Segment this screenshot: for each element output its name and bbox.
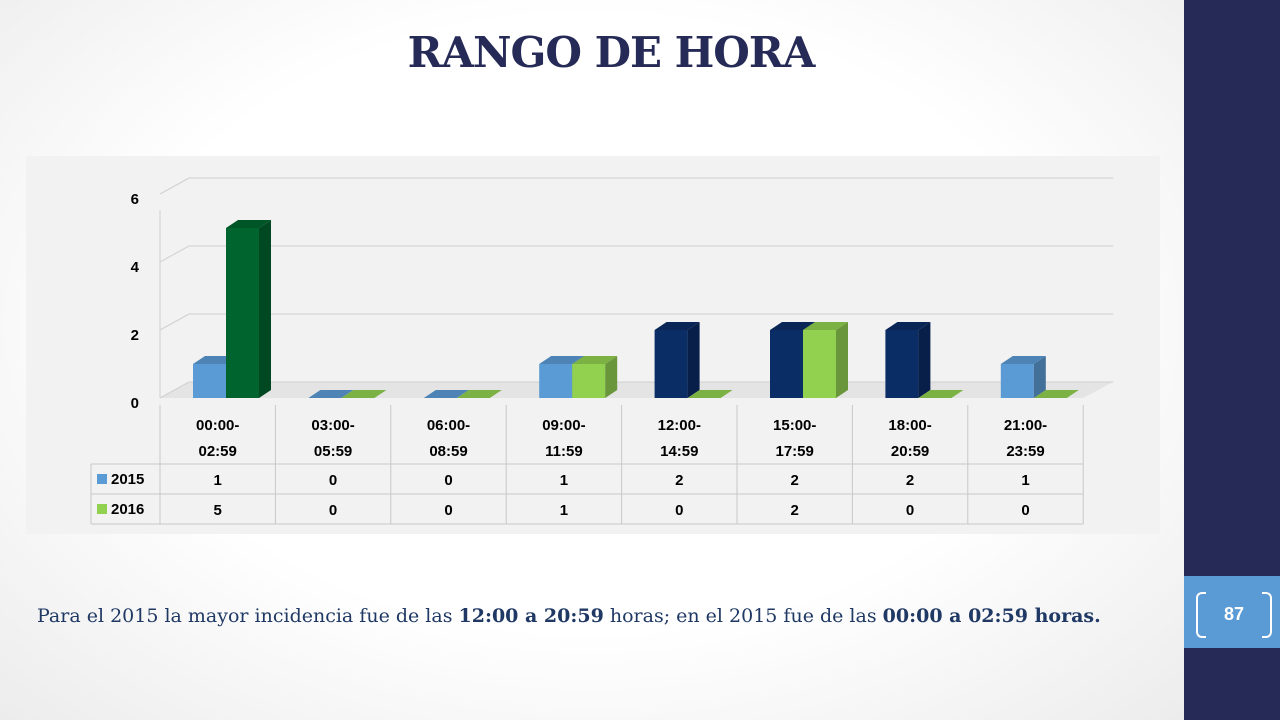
legend-label: 2015 (111, 471, 144, 488)
bar-front (193, 364, 226, 398)
x-category-label: 00:00- (196, 417, 239, 434)
data-table-value: 0 (444, 472, 452, 489)
y-tick-label: 4 (131, 259, 140, 276)
bar-top (803, 322, 848, 330)
bar-top (687, 390, 733, 398)
gridline-depth (159, 381, 190, 399)
x-category-label: 21:00- (1004, 417, 1047, 434)
bar-front (654, 330, 688, 398)
caption-bold-1: 12:00 a 20:59 (458, 605, 604, 627)
bar-side (918, 322, 931, 398)
slide-title: RANGO DE HORA (407, 28, 816, 77)
legend-key (97, 504, 107, 514)
page-bracket-left (1196, 592, 1206, 638)
bar-top (918, 390, 964, 398)
y-tick-label: 6 (131, 191, 139, 208)
page-bracket-right (1262, 592, 1272, 638)
y-tick-label: 2 (131, 327, 139, 344)
bar-top (770, 322, 815, 330)
x-category-label: 02:59 (199, 443, 237, 460)
legend-key (97, 474, 107, 484)
data-table-value: 0 (906, 502, 914, 519)
caption-text-1: Para el 2015 la mayor incidencia fue de … (37, 605, 459, 627)
bar-side (1033, 356, 1046, 398)
x-category-label: 15:00- (773, 417, 816, 434)
chart-area (26, 156, 1160, 534)
x-category-label: 12:00- (658, 417, 701, 434)
bar-side (687, 322, 700, 398)
gridline-depth (159, 313, 190, 331)
x-category-label: 17:59 (776, 443, 814, 460)
x-category-label: 06:00- (427, 417, 470, 434)
x-category-label: 08:59 (429, 443, 467, 460)
bar-top (341, 390, 387, 398)
data-table-value: 5 (214, 502, 222, 519)
bar-top (226, 220, 271, 228)
x-category-label: 05:59 (314, 443, 352, 460)
bar-front (1000, 364, 1034, 398)
bar-top (885, 322, 931, 330)
caption-bold-2: 00:00 a 02:59 horas. (882, 605, 1101, 627)
data-table-value: 2 (675, 472, 683, 489)
x-category-label: 23:59 (1006, 443, 1044, 460)
gridline-depth (159, 177, 190, 195)
x-category-label: 09:00- (542, 417, 585, 434)
data-table-value: 0 (444, 502, 452, 519)
x-category-label: 11:59 (545, 443, 583, 460)
x-category-label: 20:59 (891, 443, 929, 460)
slide-caption: Para el 2015 la mayor incidencia fue de … (37, 602, 1149, 630)
bar-side (605, 356, 618, 398)
bar-front (885, 330, 919, 398)
x-category-label: 14:59 (660, 443, 698, 460)
chart-floor (160, 382, 1114, 398)
bar-top (423, 390, 469, 398)
bar-front (770, 330, 803, 398)
data-table-value: 0 (329, 472, 337, 489)
bar-side (259, 220, 271, 398)
bar-top (456, 390, 502, 398)
page-number: 87 (1223, 603, 1245, 624)
legend-label: 2016 (111, 501, 144, 518)
data-table-value: 0 (329, 502, 337, 519)
bar-top (539, 356, 585, 364)
bar-top (1033, 390, 1079, 398)
data-table-value: 1 (1021, 472, 1029, 489)
bar-front (572, 364, 606, 398)
data-table-value: 2 (791, 502, 799, 519)
bar-top (654, 322, 700, 330)
gridline-depth (159, 245, 190, 263)
bar-top (308, 390, 354, 398)
bar-top (572, 356, 618, 364)
y-tick-label: 0 (131, 395, 139, 412)
bar-front (226, 228, 259, 398)
data-table-value: 2 (791, 472, 799, 489)
bar-front (539, 364, 573, 398)
bar-top (1000, 356, 1046, 364)
caption-text-2: horas; en el 2015 fue de las (603, 605, 883, 627)
bar-side (836, 322, 848, 398)
bar-chart: 0 2 4 6 00:00- 02:59 03:00- 05:59 06:00- 08:59 09:… (90, 177, 1114, 525)
data-table-value: 0 (1021, 502, 1029, 519)
x-category-label: 03:00- (311, 417, 354, 434)
data-table-value: 1 (560, 472, 568, 489)
data-table-value: 1 (560, 502, 568, 519)
x-category-label: 18:00- (888, 417, 931, 434)
data-table-value: 2 (906, 472, 914, 489)
bar-front (803, 330, 836, 398)
data-table-value: 1 (214, 472, 222, 489)
data-table-value: 0 (675, 502, 683, 519)
